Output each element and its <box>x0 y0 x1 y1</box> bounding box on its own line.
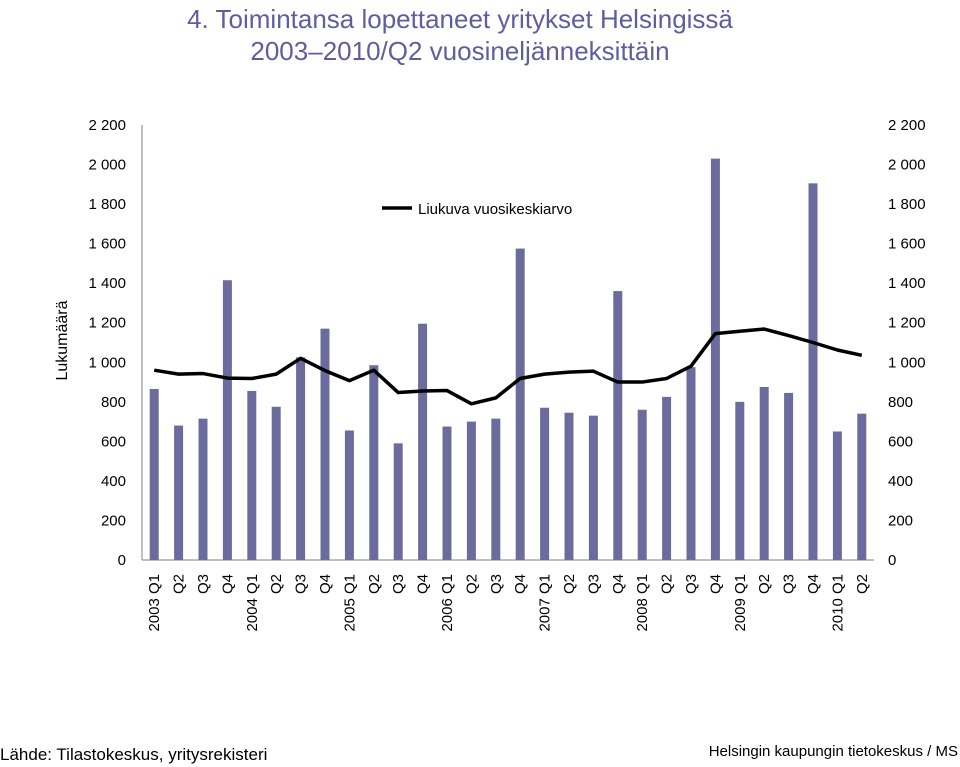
x-tick-label: Q4 <box>512 574 529 594</box>
x-tick-label: 2004 Q1 <box>244 574 261 632</box>
x-tick-label: 2003 Q1 <box>146 574 163 632</box>
bar <box>735 401 745 560</box>
y-tick-label-left: 400 <box>101 473 126 490</box>
bar <box>710 158 720 560</box>
bar <box>686 367 696 560</box>
y-tick-label-right: 800 <box>888 394 913 411</box>
y-tick-label-left: 0 <box>118 552 126 569</box>
bar <box>442 426 452 560</box>
y-tick-label-left: 600 <box>101 433 126 450</box>
x-tick-label: Q2 <box>463 574 480 594</box>
x-tick-label: Q3 <box>195 574 212 594</box>
y-tick-label-right: 1 000 <box>888 354 926 371</box>
x-tick-label: Q2 <box>171 574 188 594</box>
x-tick-label: Q4 <box>805 574 822 594</box>
line-series-moving-average <box>153 327 863 406</box>
y-tick-label-left: 1 800 <box>88 196 126 213</box>
x-tick-label: Q3 <box>488 574 505 594</box>
x-tick-label: Q4 <box>610 574 627 594</box>
x-tick-label: Q4 <box>317 574 334 594</box>
x-tick-label: Q2 <box>659 574 676 594</box>
x-tick-label: Q2 <box>366 574 383 594</box>
x-tick-label: Q3 <box>781 574 798 594</box>
x-tick-label: Q4 <box>219 574 236 594</box>
y-tick-label-right: 1 400 <box>888 275 926 292</box>
bar <box>637 409 647 560</box>
bar <box>613 291 623 560</box>
x-tick-label: Q4 <box>707 574 724 594</box>
bar <box>784 392 794 560</box>
bar <box>808 183 818 561</box>
legend-label: Liukuva vuosikeskiarvo <box>418 201 572 218</box>
x-tick-label: Q2 <box>268 574 285 594</box>
y-tick-label-right: 400 <box>888 473 913 490</box>
bar <box>222 280 232 560</box>
x-tick-label: Q2 <box>756 574 773 594</box>
y-tick-label-left: 200 <box>101 512 126 529</box>
bar <box>320 328 330 560</box>
x-tick-label: 2009 Q1 <box>732 574 749 632</box>
bar <box>369 365 379 560</box>
bar <box>344 430 354 560</box>
bar <box>247 390 257 560</box>
y-axis-label: Lukumäärä <box>54 300 71 380</box>
chart-title-line-1: 4. Toimintansa lopettaneet yritykset Hel… <box>187 4 733 34</box>
source-note: Lähde: Tilastokeskus, yritysrekisteri <box>0 745 268 764</box>
y-tick-label-left: 1 200 <box>88 315 126 332</box>
bar <box>588 415 598 560</box>
x-tick-label: Q2 <box>854 574 871 594</box>
bar <box>491 418 501 560</box>
x-tick-label: Q3 <box>390 574 407 594</box>
y-tick-label-right: 200 <box>888 512 913 529</box>
y-tick-label-left: 1 400 <box>88 275 126 292</box>
y-tick-label-left: 800 <box>101 394 126 411</box>
x-tick-label: 2010 Q1 <box>829 574 846 632</box>
bar <box>393 443 403 560</box>
bar <box>198 418 208 560</box>
y-tick-label-left: 2 200 <box>88 117 126 134</box>
bar <box>296 357 306 560</box>
bar <box>540 407 550 560</box>
x-tick-label: 2008 Q1 <box>634 574 651 632</box>
credit-note: Helsingin kaupungin tietokeskus / MS <box>708 743 958 760</box>
y-tick-label-right: 1 200 <box>888 315 926 332</box>
bar <box>466 421 476 560</box>
x-tick-label: Q3 <box>293 574 310 594</box>
y-tick-label-right: 1 600 <box>888 236 926 253</box>
x-tick-label: 2006 Q1 <box>439 574 456 632</box>
y-tick-label-right: 1 800 <box>888 196 926 213</box>
bar <box>515 248 525 561</box>
x-tick-label: 2005 Q1 <box>341 574 358 632</box>
bar <box>662 396 672 560</box>
y-tick-label-left: 2 000 <box>88 157 126 174</box>
bar <box>832 431 842 560</box>
chart-title-line-2: 2003–2010/Q2 vuosineljänneksittäin <box>250 36 670 66</box>
bar <box>174 425 184 560</box>
x-tick-label: Q3 <box>585 574 602 594</box>
y-tick-label-right: 0 <box>888 552 896 569</box>
x-tick-label: Q2 <box>561 574 578 594</box>
y-tick-label-left: 1 000 <box>88 354 126 371</box>
bar <box>271 406 281 560</box>
y-tick-label-right: 600 <box>888 433 913 450</box>
x-tick-label: Q4 <box>415 574 432 594</box>
bar <box>857 413 867 560</box>
y-tick-label-left: 1 600 <box>88 236 126 253</box>
x-tick-label: Q3 <box>683 574 700 594</box>
bar <box>149 388 159 560</box>
y-tick-label-right: 2 200 <box>888 117 926 134</box>
bar <box>564 412 574 560</box>
x-tick-label: 2007 Q1 <box>537 574 554 632</box>
bar <box>759 386 769 560</box>
bar <box>418 323 428 560</box>
y-tick-label-right: 2 000 <box>888 157 926 174</box>
